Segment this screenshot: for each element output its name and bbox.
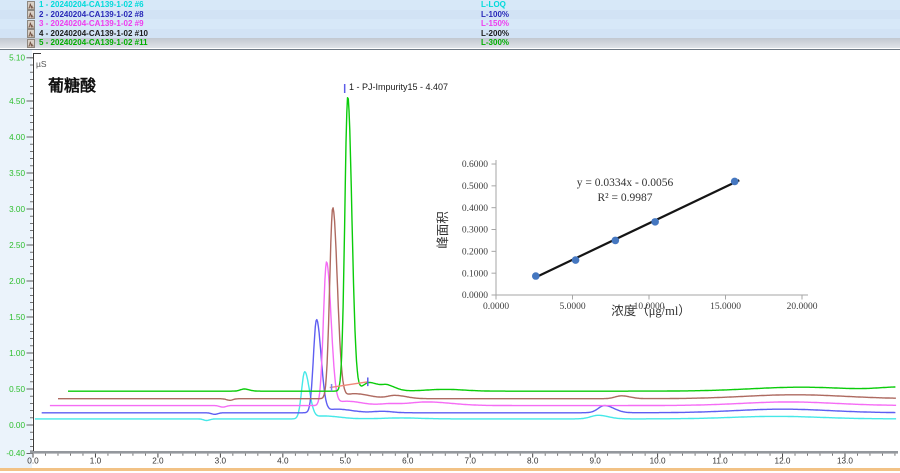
y-tick-label: 0.50	[9, 385, 25, 394]
y-axis	[33, 53, 41, 452]
y-tick-label: 1.50	[9, 313, 25, 322]
y-tick-label: 0.00	[9, 421, 25, 430]
level-label: L-200%	[481, 28, 510, 38]
legend-row[interactable]: 4 - 20240204-CA139-1-02 #10 L-200%	[0, 28, 900, 39]
integration-baseline	[329, 381, 368, 389]
calibration-x-tick-label: 5.0000	[559, 302, 585, 312]
legend-panel: 1 - 20240204-CA139-1-02 #6 L-LOQ 2 - 20240…	[0, 0, 900, 50]
trace-L-150%[interactable]	[49, 261, 897, 408]
trace-L-300%[interactable]	[68, 97, 896, 392]
x-tick-label: 12.0	[775, 457, 791, 466]
level-label: L-150%	[481, 19, 510, 29]
x-axis	[30, 451, 898, 454]
y-tick-label: 1.00	[9, 349, 25, 358]
sample-label: 5 - 20240204-CA139-1-02 #11	[39, 38, 148, 48]
trendline-equation-block: y = 0.0334x - 0.0056 R² = 0.9987	[540, 176, 710, 206]
legend-row[interactable]: 3 - 20240204-CA139-1-02 #9 L-150%	[0, 19, 900, 29]
sample-label: 4 - 20240204-CA139-1-02 #10	[39, 28, 148, 38]
chromatogram-file-icon	[27, 29, 35, 39]
legend-row[interactable]: 5 - 20240204-CA139-1-02 #11 L-300%	[0, 38, 900, 48]
calibration-y-tick-label: 0.6000	[462, 160, 488, 170]
r-squared-text: R² = 0.9987	[597, 192, 653, 204]
data-point	[651, 218, 659, 226]
x-tick-label: 7.0	[465, 457, 477, 466]
trace-L-200%[interactable]	[58, 207, 896, 401]
x-tick-label: 4.0	[277, 457, 289, 466]
y-tick-label: 2.50	[9, 241, 25, 250]
x-tick-label: 2.0	[152, 457, 164, 466]
calibration-x-axis-title: 浓度（μg/ml）	[611, 304, 691, 318]
calibration-inset[interactable]: 0.0000 0.1000 0.2000 0.3000 0.4000 0.5000 0.60…	[428, 140, 894, 340]
calibration-canvas: 0.0000 0.1000 0.2000 0.3000 0.4000 0.5000 0.60…	[462, 160, 818, 312]
calibration-y-tick-label: 0.1000	[462, 269, 488, 279]
chromatogram-file-icon	[27, 19, 35, 29]
y-axis-gutter	[0, 49, 32, 470]
y-axis-minor-ticks	[30, 57, 33, 452]
x-tick-label: 9.0	[589, 457, 601, 466]
calibration-x-tick-label: 20.0000	[787, 302, 818, 312]
data-point	[611, 236, 620, 245]
y-tick-label: 3.00	[9, 205, 25, 214]
chromatogram-file-icon	[27, 0, 35, 10]
x-tick-label: 6.0	[402, 457, 414, 466]
y-axis-unit: µS	[36, 59, 47, 69]
x-tick-label: 11.0	[712, 457, 728, 466]
x-tick-label: 3.0	[215, 457, 227, 466]
x-tick-label: 10.0	[650, 457, 666, 466]
data-point	[571, 256, 580, 264]
chromatogram-file-icon	[27, 10, 35, 19]
calibration-axes	[495, 160, 808, 296]
y-tick-label: 4.50	[9, 97, 25, 106]
sample-label: 2 - 20240204-CA139-1-02 #8	[39, 9, 144, 19]
chromatogram-file-icon	[27, 38, 35, 48]
y-tick-label: 2.00	[9, 277, 25, 286]
pane-title: 葡糖酸	[48, 78, 97, 95]
level-label: L-100%	[481, 9, 510, 19]
legend-row[interactable]: 2 - 20240204-CA139-1-02 #8 L-100%	[0, 9, 900, 20]
data-point	[531, 272, 540, 280]
y-tick-label: 4.00	[9, 133, 25, 142]
level-label: L-LOQ	[481, 0, 506, 9]
calibration-x-tick-label: 10.0000	[634, 302, 665, 312]
y-tick-label: -0.40	[6, 449, 25, 458]
x-axis-ticks: 0.0 1.0 2.0 3.0 4.0 5.0 6.0 7.0 8.0 9.0 10.0 11.0 12…	[27, 453, 853, 466]
legend-row[interactable]: 1 - 20240204-CA139-1-02 #6 L-LOQ	[0, 0, 900, 10]
peak-annotation: 1 - PJ-Impurity15 - 4.407	[349, 82, 449, 92]
calibration-y-tick-label: 0.5000	[462, 182, 488, 192]
x-tick-label: 0.0	[27, 457, 39, 466]
x-tick-label: 8.0	[527, 457, 539, 466]
trace-L-LOQ[interactable]	[34, 371, 897, 422]
x-tick-label: 1.0	[90, 457, 102, 466]
equation-text: y = 0.0334x - 0.0056	[576, 177, 674, 189]
y-tick-label: 5.10	[9, 54, 25, 63]
x-axis-minor-ticks	[45, 453, 896, 456]
calibration-x-tick-label: 0.0000	[483, 302, 509, 312]
sample-label: 3 - 20240204-CA139-1-02 #9	[39, 19, 144, 29]
calibration-y-tick-label: 0.2000	[462, 248, 488, 258]
sample-label: 1 - 20240204-CA139-1-02 #6	[39, 0, 144, 9]
calibration-y-tick-label: 0.3000	[462, 226, 488, 236]
x-tick-label: 13.0	[837, 457, 853, 466]
calibration-y-tick-label: 0.4000	[462, 204, 488, 214]
calibration-x-tick-label: 15.0000	[710, 302, 741, 312]
trendline	[533, 179, 740, 280]
x-tick-label: 5.0	[340, 457, 352, 466]
data-point	[730, 177, 739, 186]
y-tick-label: 3.50	[9, 169, 25, 178]
y-axis-ticks: 5.10 4.50 4.00 3.50 3.00 2.50 2.00 1.50 1.00 0.50…	[6, 54, 33, 458]
bottom-divider	[0, 468, 900, 471]
calibration-y-axis-title: 峰面积	[436, 211, 450, 249]
level-label: L-300%	[481, 38, 510, 48]
trace-L-100%[interactable]	[41, 318, 896, 415]
calibration-y-tick-label: 0.0000	[462, 291, 488, 301]
